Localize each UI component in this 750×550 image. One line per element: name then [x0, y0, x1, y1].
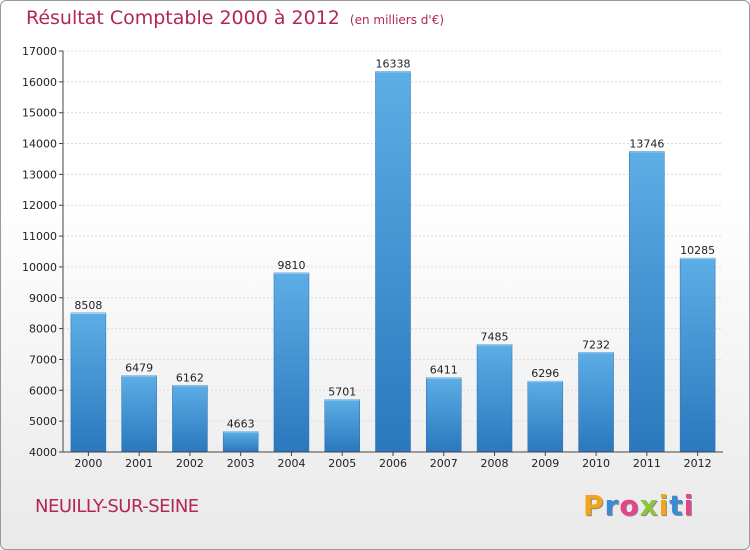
bar-2007: [426, 377, 462, 453]
data-label-2002: 6162: [176, 371, 204, 384]
labels: 4000 5000 6000 7000 8000 9000 10000 11000 12000 1…: [22, 45, 715, 470]
bar-2004: [273, 272, 310, 453]
x-tick-label-2008: 2008: [481, 457, 509, 470]
chart-title-text: Résultat Comptable 2000 à 2012: [26, 7, 340, 29]
chart-title: Résultat Comptable 2000 à 2012 (en millie…: [26, 7, 444, 29]
bar-2000: [70, 312, 107, 453]
x-tick-label-2002: 2002: [176, 457, 204, 470]
data-label-2000: 8508: [74, 299, 102, 312]
bars: [70, 71, 716, 453]
bar-2002: [172, 385, 208, 453]
y-tick-label: 15000: [22, 107, 57, 120]
logo-letter: i: [683, 489, 695, 522]
chart-subtitle: (en milliers d'€): [349, 13, 445, 27]
x-tick-label-2003: 2003: [227, 457, 255, 470]
logo-letter: P: [583, 489, 605, 522]
data-label-2001: 6479: [125, 362, 153, 375]
x-tick-label-2006: 2006: [379, 457, 407, 470]
y-tick-label: 7000: [29, 353, 57, 366]
y-tick-label: 10000: [22, 261, 57, 274]
data-label-2008: 7485: [481, 331, 509, 344]
x-tick-label-2011: 2011: [633, 457, 661, 470]
logo-letter: o: [619, 489, 640, 522]
x-tick-label-2005: 2005: [328, 457, 356, 470]
y-tick-label: 8000: [29, 323, 57, 336]
y-tick-label: 6000: [29, 384, 57, 397]
x-tick-label-2004: 2004: [277, 457, 305, 470]
bar-2012: [679, 257, 716, 453]
data-label-2009: 6296: [531, 367, 559, 380]
logo-letter: r: [604, 489, 620, 522]
bar-2006: [375, 71, 411, 453]
bar-2003: [222, 431, 259, 453]
data-label-2011: 13746: [629, 137, 664, 150]
data-label-2010: 7232: [582, 338, 610, 351]
y-tick-label: 13000: [22, 168, 57, 181]
y-tick-label: 11000: [22, 230, 57, 243]
x-tick-label-2007: 2007: [430, 457, 458, 470]
bar-2009: [527, 380, 564, 453]
data-label-2007: 6411: [430, 364, 458, 377]
data-label-2003: 4663: [227, 418, 255, 431]
proxiti-logo: Proxiti: [583, 489, 694, 522]
x-tick-label-2000: 2000: [74, 457, 102, 470]
logo-letter: i: [658, 489, 670, 522]
x-tick-label-2012: 2012: [684, 457, 712, 470]
data-label-2006: 16338: [376, 57, 411, 70]
data-label-2012: 10285: [680, 244, 715, 257]
x-tick-label-2009: 2009: [531, 457, 559, 470]
bar-2011: [629, 151, 665, 453]
city-name: NEUILLY-SUR-SEINE: [35, 496, 199, 517]
x-tick-label-2001: 2001: [125, 457, 153, 470]
y-tick-label: 9000: [29, 292, 57, 305]
x-tick-label-2010: 2010: [582, 457, 610, 470]
bar-2005: [324, 399, 360, 453]
y-tick-label: 4000: [29, 446, 57, 459]
bar-2010: [578, 352, 614, 453]
axes: [59, 50, 723, 456]
y-tick-label: 14000: [22, 138, 57, 151]
logo-letter: x: [639, 489, 659, 522]
bar-2008: [476, 344, 513, 453]
data-label-2004: 9810: [277, 259, 305, 272]
data-label-2005: 5701: [328, 386, 356, 399]
logo-letter: t: [669, 489, 684, 522]
y-tick-label: 17000: [22, 45, 57, 58]
y-tick-label: 12000: [22, 199, 57, 212]
y-tick-label: 5000: [29, 415, 57, 428]
bar-2001: [121, 375, 157, 453]
y-tick-label: 16000: [22, 76, 57, 89]
